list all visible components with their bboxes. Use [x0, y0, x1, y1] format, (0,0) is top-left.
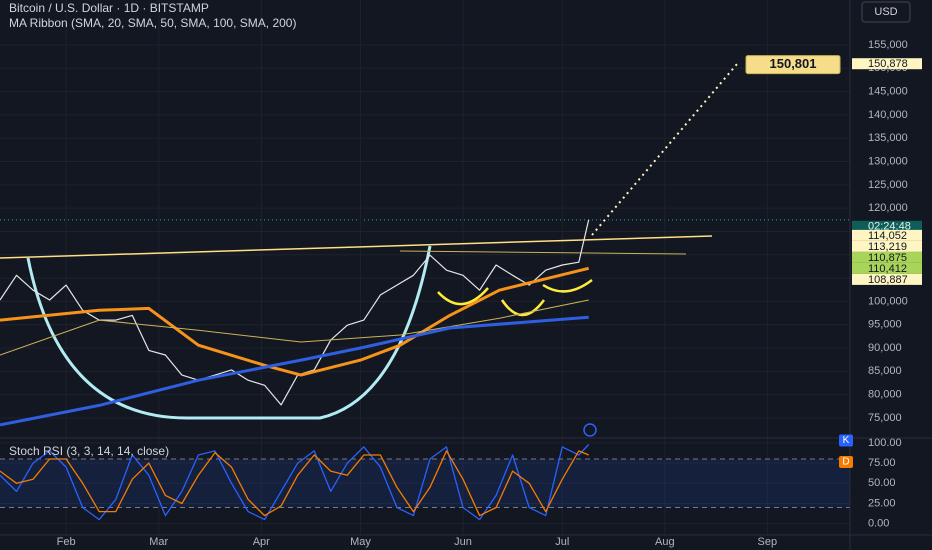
head-arc	[500, 299, 546, 317]
currency-label[interactable]: USD	[874, 6, 897, 18]
shoulder-arc	[437, 287, 489, 306]
y-tick-label: 100,000	[868, 295, 908, 307]
cup-drawing	[26, 245, 432, 420]
y-tick-label: 75,000	[868, 412, 902, 424]
price-tag	[852, 229, 922, 241]
price-tag	[852, 273, 922, 285]
series-line	[0, 299, 589, 356]
countdown-tag	[852, 220, 922, 233]
y-tick-label: 80,000	[868, 389, 902, 401]
y-tick-label: 75.00	[868, 457, 896, 469]
price-tag-label: 114,052	[868, 230, 907, 242]
series-line	[0, 450, 589, 517]
countdown: 02:24:48	[868, 221, 911, 233]
series-line	[0, 315, 589, 427]
resistance-line	[399, 250, 687, 255]
y-tick-label: 100.00	[868, 437, 902, 449]
price-tag-label: 113,219	[868, 241, 907, 253]
y-tick-label: 90,000	[868, 342, 902, 354]
x-tick-label: Jun	[454, 536, 472, 548]
drawings	[0, 63, 738, 437]
grid	[0, 0, 850, 535]
indicator-legend: Stoch RSI (3, 3, 14, 14, close)	[9, 444, 169, 458]
price-tags: 02:24:48 150,878 114,052113,219110,875110,…	[745, 55, 922, 468]
series-tag	[839, 434, 853, 447]
y-tick-label: 85,000	[868, 365, 902, 377]
y-tick-label: 50.00	[868, 477, 896, 489]
series-tag-label: D	[842, 457, 849, 468]
series-tag-label: K	[843, 435, 850, 446]
price-tag	[852, 240, 922, 252]
x-tick-label: Mar	[149, 536, 168, 548]
y-tick-label: 125,000	[868, 179, 908, 191]
shoulder-arc	[542, 279, 593, 293]
neckline	[0, 235, 713, 259]
y-tick-label: 95,000	[868, 319, 902, 331]
indicator-legend: MA Ribbon (SMA, 20, SMA, 50, SMA, 100, S…	[9, 16, 296, 30]
price-tag	[852, 262, 922, 274]
series-line	[0, 266, 590, 377]
currency-button[interactable]	[861, 1, 911, 23]
y-tick-label: 135,000	[868, 132, 908, 144]
series-line	[0, 444, 590, 521]
x-tick-label: May	[350, 536, 371, 548]
price-tag-label: 110,875	[868, 252, 907, 264]
price-tag-label: 110,412	[868, 263, 907, 275]
callout	[745, 55, 841, 75]
y-tick-label: 140,000	[868, 109, 908, 121]
symbol-title: Bitcoin / U.S. Dollar · 1D · BITSTAMP	[9, 1, 209, 15]
y-tick-label: 145,000	[868, 86, 908, 98]
y-tick-label: 0.00	[868, 518, 889, 530]
x-tick-label: Sep	[758, 536, 778, 548]
price-tag-label: 150,878	[868, 58, 908, 70]
callout-label: 150,801	[770, 56, 817, 71]
price-tag	[852, 58, 922, 70]
y-tick-label: 25.00	[868, 497, 896, 509]
event-icon[interactable]	[583, 423, 597, 437]
y-tick-label: 155,000	[868, 39, 908, 51]
y-tick-label: 120,000	[868, 202, 908, 214]
y-tick-label: 130,000	[868, 155, 908, 167]
projection-line	[591, 63, 738, 236]
x-tick-label: Feb	[57, 536, 76, 548]
series	[0, 219, 590, 521]
price-tag-label: 108,887	[868, 274, 908, 286]
x-tick-label: Apr	[253, 536, 270, 548]
x-tick-label: Jul	[555, 536, 569, 548]
series-tag	[839, 455, 853, 468]
price-tag	[852, 251, 922, 263]
x-tick-label: Aug	[655, 536, 675, 548]
